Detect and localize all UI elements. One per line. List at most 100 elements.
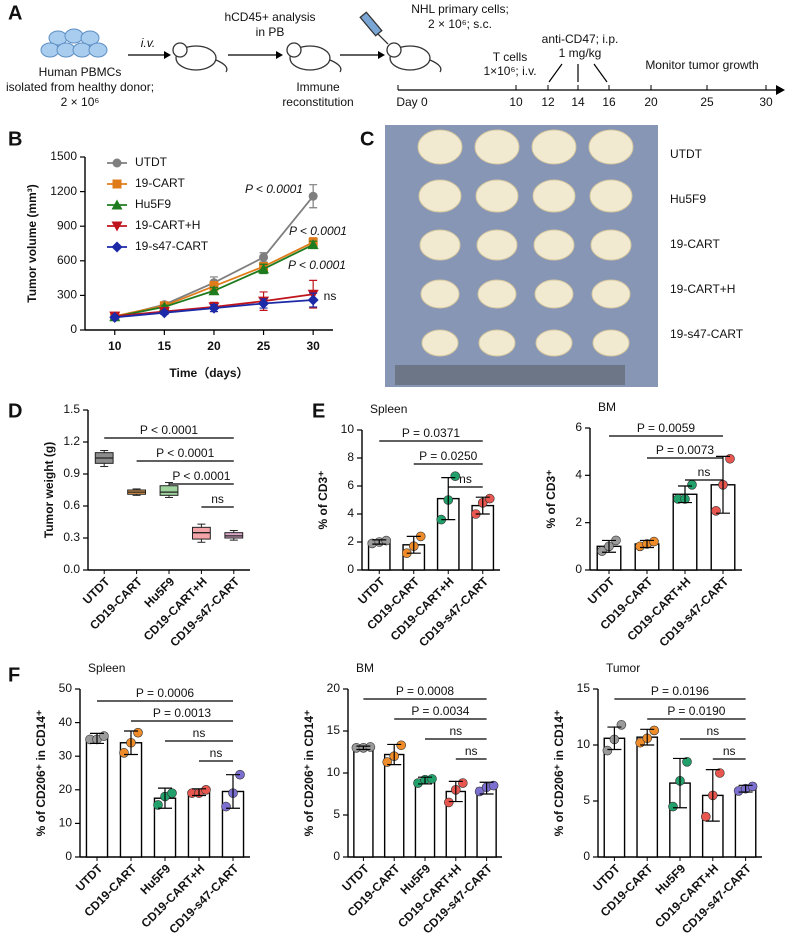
- mouse: [386, 42, 442, 73]
- legend-marker: [112, 158, 122, 168]
- data-point: [443, 797, 454, 808]
- y-tick-label: 900: [57, 218, 77, 232]
- photo-label: Hu5F9: [670, 192, 706, 206]
- y-tick-label: 10: [327, 765, 341, 779]
- y-tick-label: 0.3: [63, 530, 80, 544]
- chart-title: BM: [356, 661, 374, 675]
- legend-label: Hu5F9: [135, 197, 171, 211]
- y-axis-label: % of CD206⁺ in CD14⁺: [302, 710, 316, 837]
- x-tick-label: UTDT: [355, 574, 388, 607]
- timeline-label: Day 0: [396, 95, 428, 109]
- data-point: [457, 778, 468, 788]
- chart-title: Spleen: [88, 661, 125, 675]
- tumor: [592, 329, 630, 357]
- y-tick-label: 10: [341, 422, 355, 436]
- x-tick-label: 30: [306, 339, 320, 353]
- data-point: [682, 756, 692, 767]
- significance-label: ns: [698, 465, 711, 479]
- y-tick-label: 4: [347, 506, 354, 520]
- y-axis-label: % of CD3⁺: [316, 470, 330, 529]
- error-bar: [226, 774, 240, 809]
- y-tick-label: 1.2: [63, 434, 80, 448]
- x-tick-label: 10: [108, 339, 122, 353]
- schematic-text: in PB: [256, 25, 285, 39]
- annotation: P < 0.0001: [288, 258, 346, 272]
- y-axis-label: % of CD206⁺ in CD14⁺: [34, 710, 48, 837]
- error-bar: [448, 780, 463, 803]
- marker: [308, 191, 318, 201]
- data-point: [714, 768, 725, 778]
- y-tick-label: 0.6: [63, 498, 80, 512]
- schematic-text: Immune: [296, 80, 340, 94]
- tumor: [531, 129, 577, 165]
- arrow-head: [164, 51, 171, 59]
- y-tick-label: 1200: [50, 184, 77, 198]
- timeline-label: 16: [602, 95, 616, 109]
- data-point: [365, 742, 376, 752]
- bar: [85, 737, 109, 858]
- data-point: [700, 811, 711, 822]
- timeline-arrow: [776, 85, 785, 95]
- timeline-label: 30: [759, 95, 773, 109]
- y-tick-label: 1500: [50, 149, 77, 163]
- tumor: [478, 329, 516, 357]
- y-tick-label: 0: [575, 562, 582, 576]
- error-bar: [475, 496, 490, 515]
- y-tick-label: 6: [575, 420, 582, 434]
- data-point: [747, 781, 758, 792]
- panel-label: E: [312, 400, 325, 422]
- data-point: [488, 780, 499, 791]
- schematic-text: i.v.: [141, 36, 155, 50]
- bar: [414, 779, 436, 858]
- schematic-text: Human PBMCs: [39, 65, 122, 79]
- arrow-head: [378, 51, 385, 59]
- significance-label: P = 0.0034: [411, 704, 469, 718]
- error-bar: [716, 455, 730, 514]
- data-point: [396, 740, 407, 751]
- chart-title: BM: [598, 400, 616, 414]
- marker: [307, 239, 319, 250]
- y-tick-label: 2: [575, 515, 582, 529]
- marker: [307, 294, 319, 306]
- tumor: [591, 279, 631, 309]
- data-point: [649, 725, 660, 736]
- significance-label: ns: [459, 472, 472, 486]
- error-bar: [406, 535, 421, 554]
- error-bar: [192, 788, 206, 797]
- significance-label: P = 0.0196: [651, 684, 709, 698]
- panel-label: F: [8, 664, 20, 686]
- arrow-head: [276, 51, 283, 59]
- legend-label: UTDT: [135, 155, 168, 169]
- error-bar: [640, 539, 654, 549]
- photo-label: 19-s47-CART: [670, 327, 744, 341]
- x-tick-label: 20: [207, 339, 221, 353]
- tumor: [532, 179, 576, 213]
- legend-marker: [111, 199, 123, 210]
- y-tick-label: 15: [577, 681, 591, 695]
- significance-label: ns: [211, 492, 224, 506]
- data-point: [221, 801, 231, 812]
- marker: [258, 297, 270, 309]
- tumor: [419, 229, 461, 261]
- error-bar: [418, 776, 432, 785]
- y-tick-label: 20: [59, 782, 73, 796]
- data-point: [649, 536, 659, 547]
- data-point: [201, 784, 211, 795]
- photo-label: 19-CART: [670, 237, 720, 251]
- schematic-text: hCD45+ analysis: [224, 10, 315, 24]
- significance-label: ns: [210, 746, 223, 760]
- significance-label: ns: [449, 724, 462, 738]
- y-tick-label: 8: [347, 450, 354, 464]
- annotation: P < 0.0001: [289, 224, 347, 238]
- y-axis-label: Tumor weight (g): [42, 442, 56, 538]
- y-tick-label: 5: [583, 793, 590, 807]
- data-point: [427, 774, 437, 784]
- y-tick-label: 0: [65, 849, 72, 863]
- timeline-label: 12: [541, 95, 555, 109]
- tumor: [475, 179, 519, 213]
- tumor: [476, 229, 518, 261]
- significance-label: P < 0.0001: [140, 423, 198, 437]
- pbmc-cells: [40, 28, 108, 58]
- error-bar: [479, 781, 494, 795]
